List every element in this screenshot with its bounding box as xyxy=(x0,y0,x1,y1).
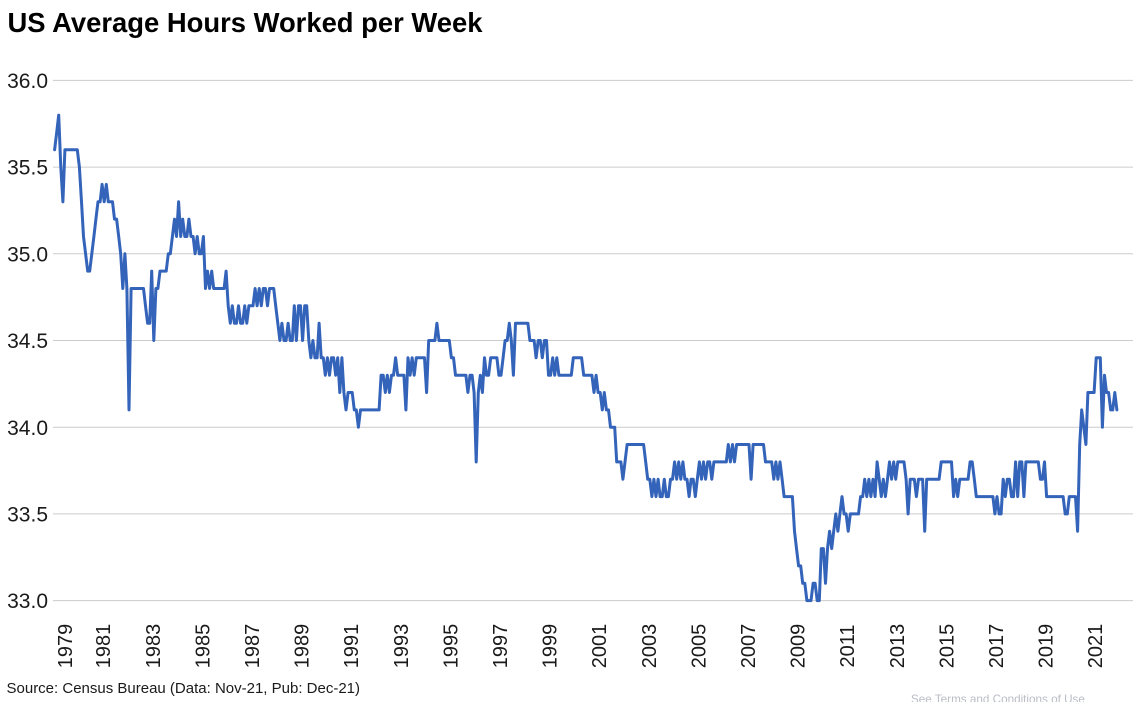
svg-text:1989: 1989 xyxy=(292,624,314,669)
svg-text:1997: 1997 xyxy=(490,624,512,669)
svg-text:2003: 2003 xyxy=(639,624,661,669)
svg-text:1979: 1979 xyxy=(55,624,77,669)
svg-text:1993: 1993 xyxy=(391,624,413,669)
svg-text:1987: 1987 xyxy=(242,624,264,669)
svg-text:35.0: 35.0 xyxy=(7,243,48,266)
svg-text:2019: 2019 xyxy=(1036,624,1058,669)
svg-text:1981: 1981 xyxy=(93,624,115,669)
svg-text:36.0: 36.0 xyxy=(7,70,48,93)
svg-text:34.5: 34.5 xyxy=(7,330,48,353)
svg-text:33.0: 33.0 xyxy=(7,590,48,613)
svg-text:2009: 2009 xyxy=(788,624,810,669)
svg-text:34.0: 34.0 xyxy=(7,417,48,440)
svg-text:1983: 1983 xyxy=(143,624,165,669)
svg-text:1985: 1985 xyxy=(192,624,214,669)
svg-text:33.5: 33.5 xyxy=(7,504,48,527)
svg-text:See Terms and Conditions of Us: See Terms and Conditions of Use xyxy=(911,693,1085,702)
svg-text:2015: 2015 xyxy=(936,624,958,669)
svg-text:1999: 1999 xyxy=(540,624,562,669)
svg-text:2013: 2013 xyxy=(887,624,909,669)
svg-text:2005: 2005 xyxy=(688,624,710,669)
svg-text:2021: 2021 xyxy=(1085,624,1107,669)
svg-text:2001: 2001 xyxy=(589,624,611,669)
svg-text:Source: Census Bureau (Data: N: Source: Census Bureau (Data: Nov-21, Pub… xyxy=(7,680,361,697)
svg-text:1995: 1995 xyxy=(440,624,462,669)
svg-text:2017: 2017 xyxy=(986,624,1008,669)
svg-text:1991: 1991 xyxy=(341,624,363,669)
svg-text:2007: 2007 xyxy=(738,624,760,669)
svg-text:US Average Hours Worked per We: US Average Hours Worked per Week xyxy=(8,7,484,38)
svg-text:35.5: 35.5 xyxy=(7,157,48,180)
svg-text:2011: 2011 xyxy=(837,624,859,667)
